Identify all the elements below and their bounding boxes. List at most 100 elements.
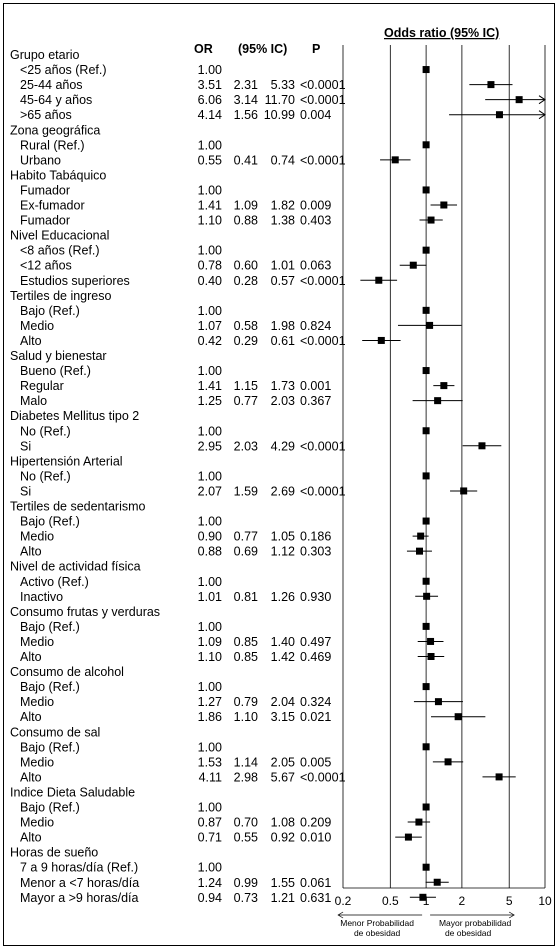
ci-upper: 1.01 xyxy=(271,259,295,273)
or-value: 1.00 xyxy=(198,740,222,754)
row-label: Bajo (Ref.) xyxy=(20,740,80,754)
p-value: 0.063 xyxy=(300,259,331,273)
group-label: Diabetes Mellitus tipo 2 xyxy=(10,409,139,423)
or-value: 1.00 xyxy=(198,364,222,378)
ci-upper: 1.08 xyxy=(271,816,295,830)
or-value: 1.00 xyxy=(198,801,222,815)
point-estimate xyxy=(422,472,430,480)
or-value: 4.14 xyxy=(198,108,222,122)
row-label: Medio xyxy=(20,695,54,709)
point-estimate xyxy=(422,803,430,811)
p-value: <0.0001 xyxy=(300,274,346,288)
point-estimate xyxy=(423,592,431,600)
point-estimate xyxy=(515,96,523,104)
point-estimate xyxy=(427,637,435,645)
point-estimate xyxy=(487,81,495,89)
or-value: 1.00 xyxy=(198,515,222,529)
p-value: 0.004 xyxy=(300,108,331,122)
p-value: 0.324 xyxy=(300,695,331,709)
point-estimate xyxy=(434,698,442,706)
plot-gridlines xyxy=(342,45,546,888)
ci-upper: 3.15 xyxy=(271,710,295,724)
or-value: 1.00 xyxy=(198,138,222,152)
group-label: Consumo de sal xyxy=(10,725,100,739)
row-label: Alto xyxy=(20,831,42,845)
row-label: Fumador xyxy=(20,183,70,197)
point-estimate xyxy=(422,622,430,630)
row-label: Bajo (Ref.) xyxy=(20,620,80,634)
p-value: 0.930 xyxy=(300,590,331,604)
ci-lower: 0.41 xyxy=(234,153,258,167)
point-estimate xyxy=(377,336,385,344)
row-label: Estudios superiores xyxy=(20,274,130,288)
or-value: 1.41 xyxy=(198,199,222,213)
row-label: Alto xyxy=(20,770,42,784)
ci-lower: 0.99 xyxy=(234,876,258,890)
row-label: Medio xyxy=(20,530,54,544)
data-table: Odds ratio (95% IC) OR (95% IC) P Grupo etar… xyxy=(10,26,499,905)
column-header-or: OR xyxy=(194,42,213,56)
ci-lower: 0.85 xyxy=(234,635,258,649)
ci-upper: 1.42 xyxy=(271,650,295,664)
or-value: 0.88 xyxy=(198,545,222,559)
ci-lower: 0.70 xyxy=(234,816,258,830)
group-label: Habito Tabáquico xyxy=(10,168,106,182)
group-label: Nivel Educacional xyxy=(10,229,109,243)
point-estimate xyxy=(422,577,430,585)
p-value: <0.0001 xyxy=(300,439,346,453)
ci-upper: 1.82 xyxy=(271,199,295,213)
group-label: Horas de sueño xyxy=(10,846,98,860)
p-value: 0.009 xyxy=(300,199,331,213)
point-estimate xyxy=(426,321,434,329)
point-estimate xyxy=(433,878,441,886)
ci-lower: 1.09 xyxy=(234,199,258,213)
ci-lower: 0.77 xyxy=(234,394,258,408)
or-value: 1.25 xyxy=(198,394,222,408)
ci-lower: 0.85 xyxy=(234,650,258,664)
row-label: 25-44 años xyxy=(20,78,83,92)
or-value: 0.87 xyxy=(198,816,222,830)
row-label: Regular xyxy=(20,379,64,393)
ci-lower: 0.73 xyxy=(234,891,258,905)
ci-lower: 0.28 xyxy=(234,274,258,288)
ci-lower: 0.81 xyxy=(234,590,258,604)
footnote-left-line2: de obesidad xyxy=(354,928,401,938)
or-value: 0.78 xyxy=(198,259,222,273)
point-estimate xyxy=(422,367,430,375)
x-tick-label: 10 xyxy=(538,894,552,908)
ci-upper: 1.38 xyxy=(271,214,295,228)
row-label: Si xyxy=(20,484,31,498)
x-tick-label: 5 xyxy=(506,894,513,908)
or-value: 1.41 xyxy=(198,379,222,393)
ci-lower: 0.88 xyxy=(234,214,258,228)
row-label: 45-64 y años xyxy=(20,93,92,107)
ci-upper: 4.29 xyxy=(271,439,295,453)
column-header-ci: (95% IC) xyxy=(238,42,287,56)
row-label: Medio xyxy=(20,816,54,830)
left-arrowhead xyxy=(337,911,344,919)
or-value: 1.00 xyxy=(198,244,222,258)
plot-marks xyxy=(360,66,546,901)
point-estimate xyxy=(419,893,427,901)
p-value: <0.0001 xyxy=(300,93,346,107)
row-label: Bueno (Ref.) xyxy=(20,364,91,378)
point-estimate xyxy=(404,833,412,841)
row-label: Rural (Ref.) xyxy=(20,138,85,152)
or-value: 1.00 xyxy=(198,63,222,77)
or-value: 0.40 xyxy=(198,274,222,288)
ci-upper: 0.57 xyxy=(271,274,295,288)
row-label: Activo (Ref.) xyxy=(20,575,89,589)
row-label: Bajo (Ref.) xyxy=(20,304,80,318)
x-tick-label: 0.2 xyxy=(335,894,352,908)
footnote-right-line1: Mayor probabilidad xyxy=(439,918,512,928)
p-value: <0.0001 xyxy=(300,153,346,167)
group-label: Indice Dieta Saludable xyxy=(10,785,135,799)
point-estimate xyxy=(422,246,430,254)
group-label: Consumo frutas y verduras xyxy=(10,605,160,619)
p-value: 0.403 xyxy=(300,214,331,228)
ci-lower: 3.14 xyxy=(234,93,258,107)
or-value: 1.24 xyxy=(198,876,222,890)
p-value: 0.010 xyxy=(300,831,331,845)
p-value: 0.001 xyxy=(300,379,331,393)
ci-upper: 2.69 xyxy=(271,484,295,498)
